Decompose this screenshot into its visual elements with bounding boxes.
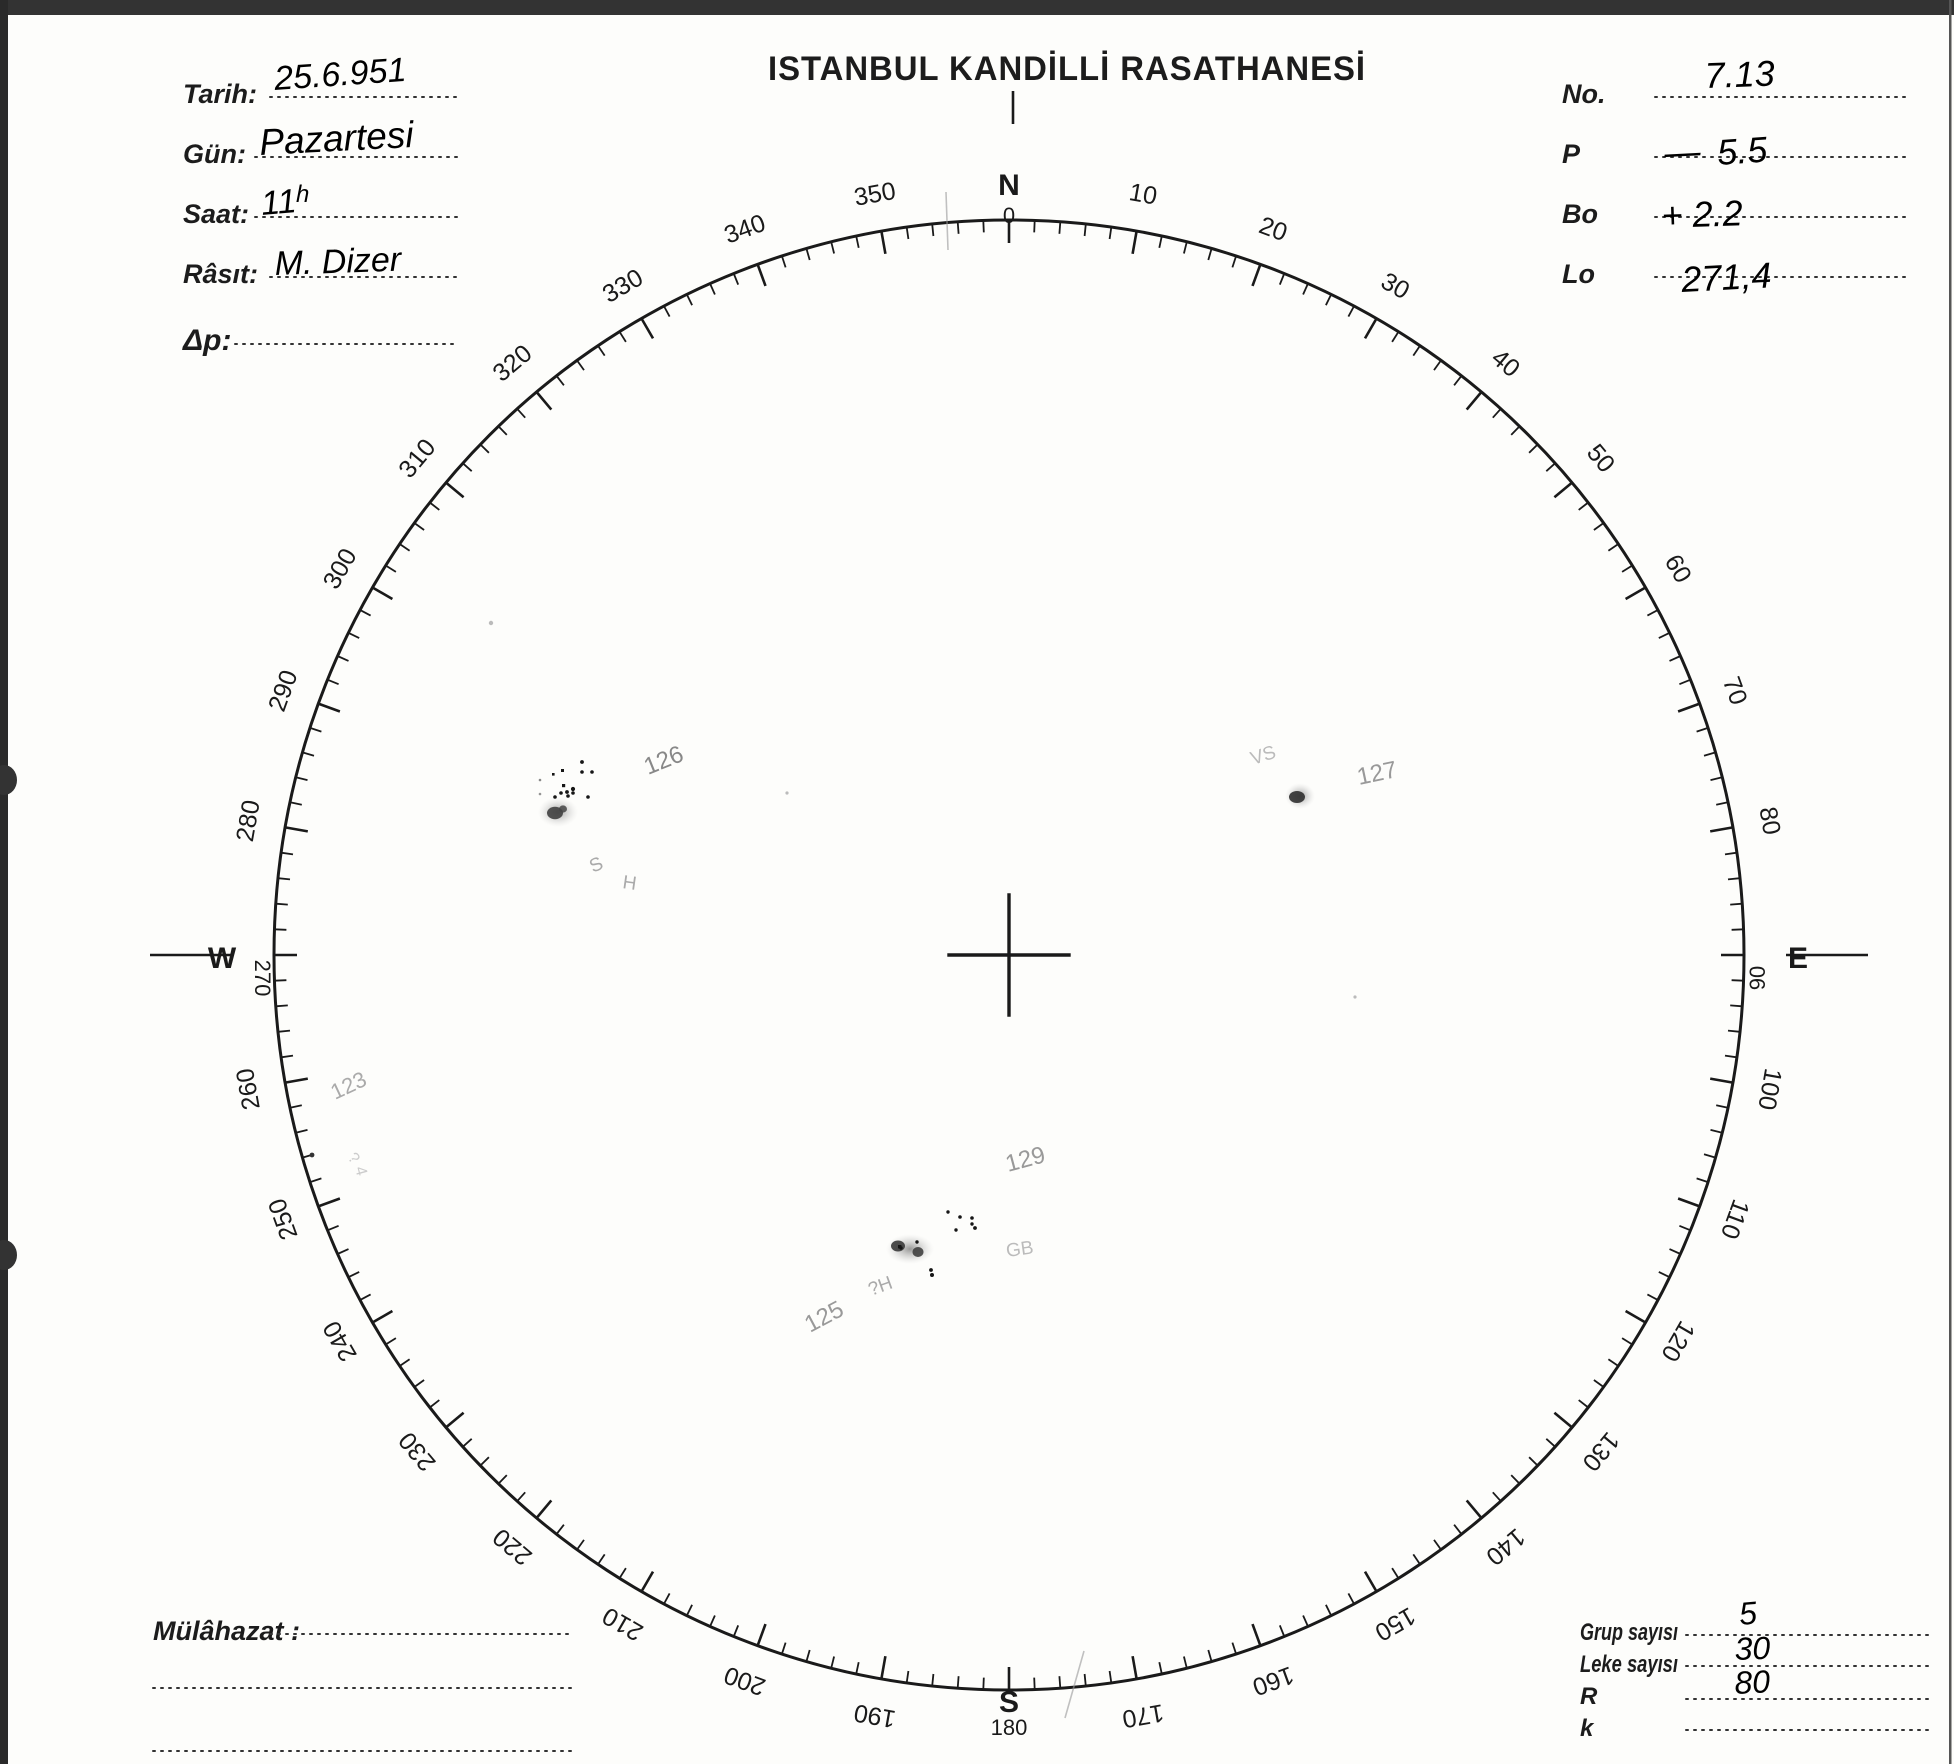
svg-text:?: ? [344, 1150, 363, 1168]
svg-text:290: 290 [263, 666, 304, 715]
svg-text:Δp:: Δp: [182, 324, 231, 357]
svg-text:100: 100 [1752, 1066, 1787, 1112]
svg-text:25.6.951: 25.6.951 [272, 51, 408, 98]
svg-text:330: 330 [598, 264, 648, 309]
svg-text:210: 210 [598, 1601, 648, 1646]
svg-text:h: h [296, 181, 309, 208]
svg-text:M. Dizer: M. Dizer [274, 241, 403, 283]
svg-text:R: R [1580, 1683, 1598, 1710]
svg-text:80: 80 [1753, 805, 1785, 837]
svg-text:Leke sayısı: Leke sayısı [1580, 1651, 1678, 1678]
svg-text:W: W [208, 942, 237, 975]
svg-text:110: 110 [1715, 1196, 1755, 1243]
svg-text:0: 0 [1003, 203, 1015, 228]
svg-text:Tarih:: Tarih: [183, 79, 257, 109]
svg-text:220: 220 [488, 1523, 538, 1571]
svg-text:?H: ?H [866, 1273, 896, 1301]
svg-text:300: 300 [318, 544, 363, 594]
svg-text:Râsıt:: Râsıt: [183, 259, 258, 289]
svg-text:60: 60 [1659, 550, 1697, 588]
svg-text:200: 200 [720, 1661, 769, 1702]
svg-text:140: 140 [1481, 1523, 1531, 1571]
svg-text:11: 11 [259, 182, 297, 223]
svg-text:—: — [1662, 130, 1702, 173]
svg-text:90: 90 [1745, 966, 1770, 990]
svg-text:30: 30 [1376, 267, 1414, 305]
svg-text:Grup sayısı: Grup sayısı [1580, 1619, 1678, 1646]
svg-text:320: 320 [488, 339, 538, 387]
svg-text:VS: VS [1248, 742, 1279, 770]
svg-text:5.5: 5.5 [1716, 129, 1770, 173]
svg-text:150: 150 [1370, 1601, 1420, 1646]
svg-text:20: 20 [1255, 211, 1291, 247]
svg-text:Mülâhazat :: Mülâhazat : [153, 1616, 300, 1646]
svg-text:GB: GB [1005, 1237, 1035, 1262]
svg-text:N: N [998, 169, 1020, 202]
svg-text:4: 4 [351, 1165, 370, 1178]
svg-text:250: 250 [263, 1195, 304, 1244]
svg-text:340: 340 [720, 209, 769, 250]
svg-text:S: S [999, 1686, 1019, 1719]
svg-text:230: 230 [393, 1427, 441, 1477]
svg-text:240: 240 [318, 1316, 363, 1366]
svg-text:310: 310 [393, 434, 441, 484]
svg-text:Bo: Bo [1562, 199, 1598, 229]
svg-text:Saat:: Saat: [183, 199, 249, 229]
svg-text:123: 123 [327, 1066, 371, 1104]
svg-text:160: 160 [1249, 1661, 1298, 1702]
svg-text:H: H [621, 872, 638, 895]
svg-text:30: 30 [1734, 1630, 1771, 1667]
svg-text:E: E [1788, 942, 1808, 975]
svg-text:70: 70 [1717, 673, 1753, 709]
svg-text:10: 10 [1127, 178, 1159, 210]
svg-text:125: 125 [800, 1296, 848, 1339]
svg-text:350: 350 [852, 177, 898, 212]
svg-text:270: 270 [250, 960, 275, 997]
svg-text:130: 130 [1577, 1427, 1625, 1477]
svg-text:280: 280 [231, 798, 266, 844]
svg-text:ISTANBUL KANDİLLİ RASATHANESİ: ISTANBUL KANDİLLİ RASATHANESİ [768, 50, 1366, 88]
svg-text:k: k [1580, 1715, 1595, 1742]
svg-text:126: 126 [640, 741, 687, 781]
svg-text:Gün:: Gün: [183, 139, 246, 169]
svg-text:No.: No. [1562, 79, 1606, 109]
svg-text:P: P [1562, 139, 1581, 169]
svg-text:271,4: 271,4 [1679, 254, 1772, 300]
svg-text:S: S [586, 853, 606, 877]
svg-text:40: 40 [1486, 344, 1525, 383]
svg-text:129: 129 [1003, 1141, 1049, 1177]
svg-text:Lo: Lo [1562, 259, 1595, 289]
svg-text:170: 170 [1120, 1698, 1166, 1733]
svg-text:+ 2.2: + 2.2 [1661, 192, 1743, 236]
svg-text:5: 5 [1737, 1595, 1758, 1632]
svg-text:80: 80 [1733, 1663, 1771, 1701]
svg-text:190: 190 [852, 1698, 898, 1733]
svg-text:260: 260 [231, 1066, 266, 1112]
svg-text:7.13: 7.13 [1704, 53, 1775, 96]
svg-text:127: 127 [1355, 756, 1400, 791]
svg-text:Pazartesi: Pazartesi [258, 114, 416, 163]
svg-text:50: 50 [1581, 439, 1620, 478]
svg-text:120: 120 [1655, 1316, 1700, 1366]
